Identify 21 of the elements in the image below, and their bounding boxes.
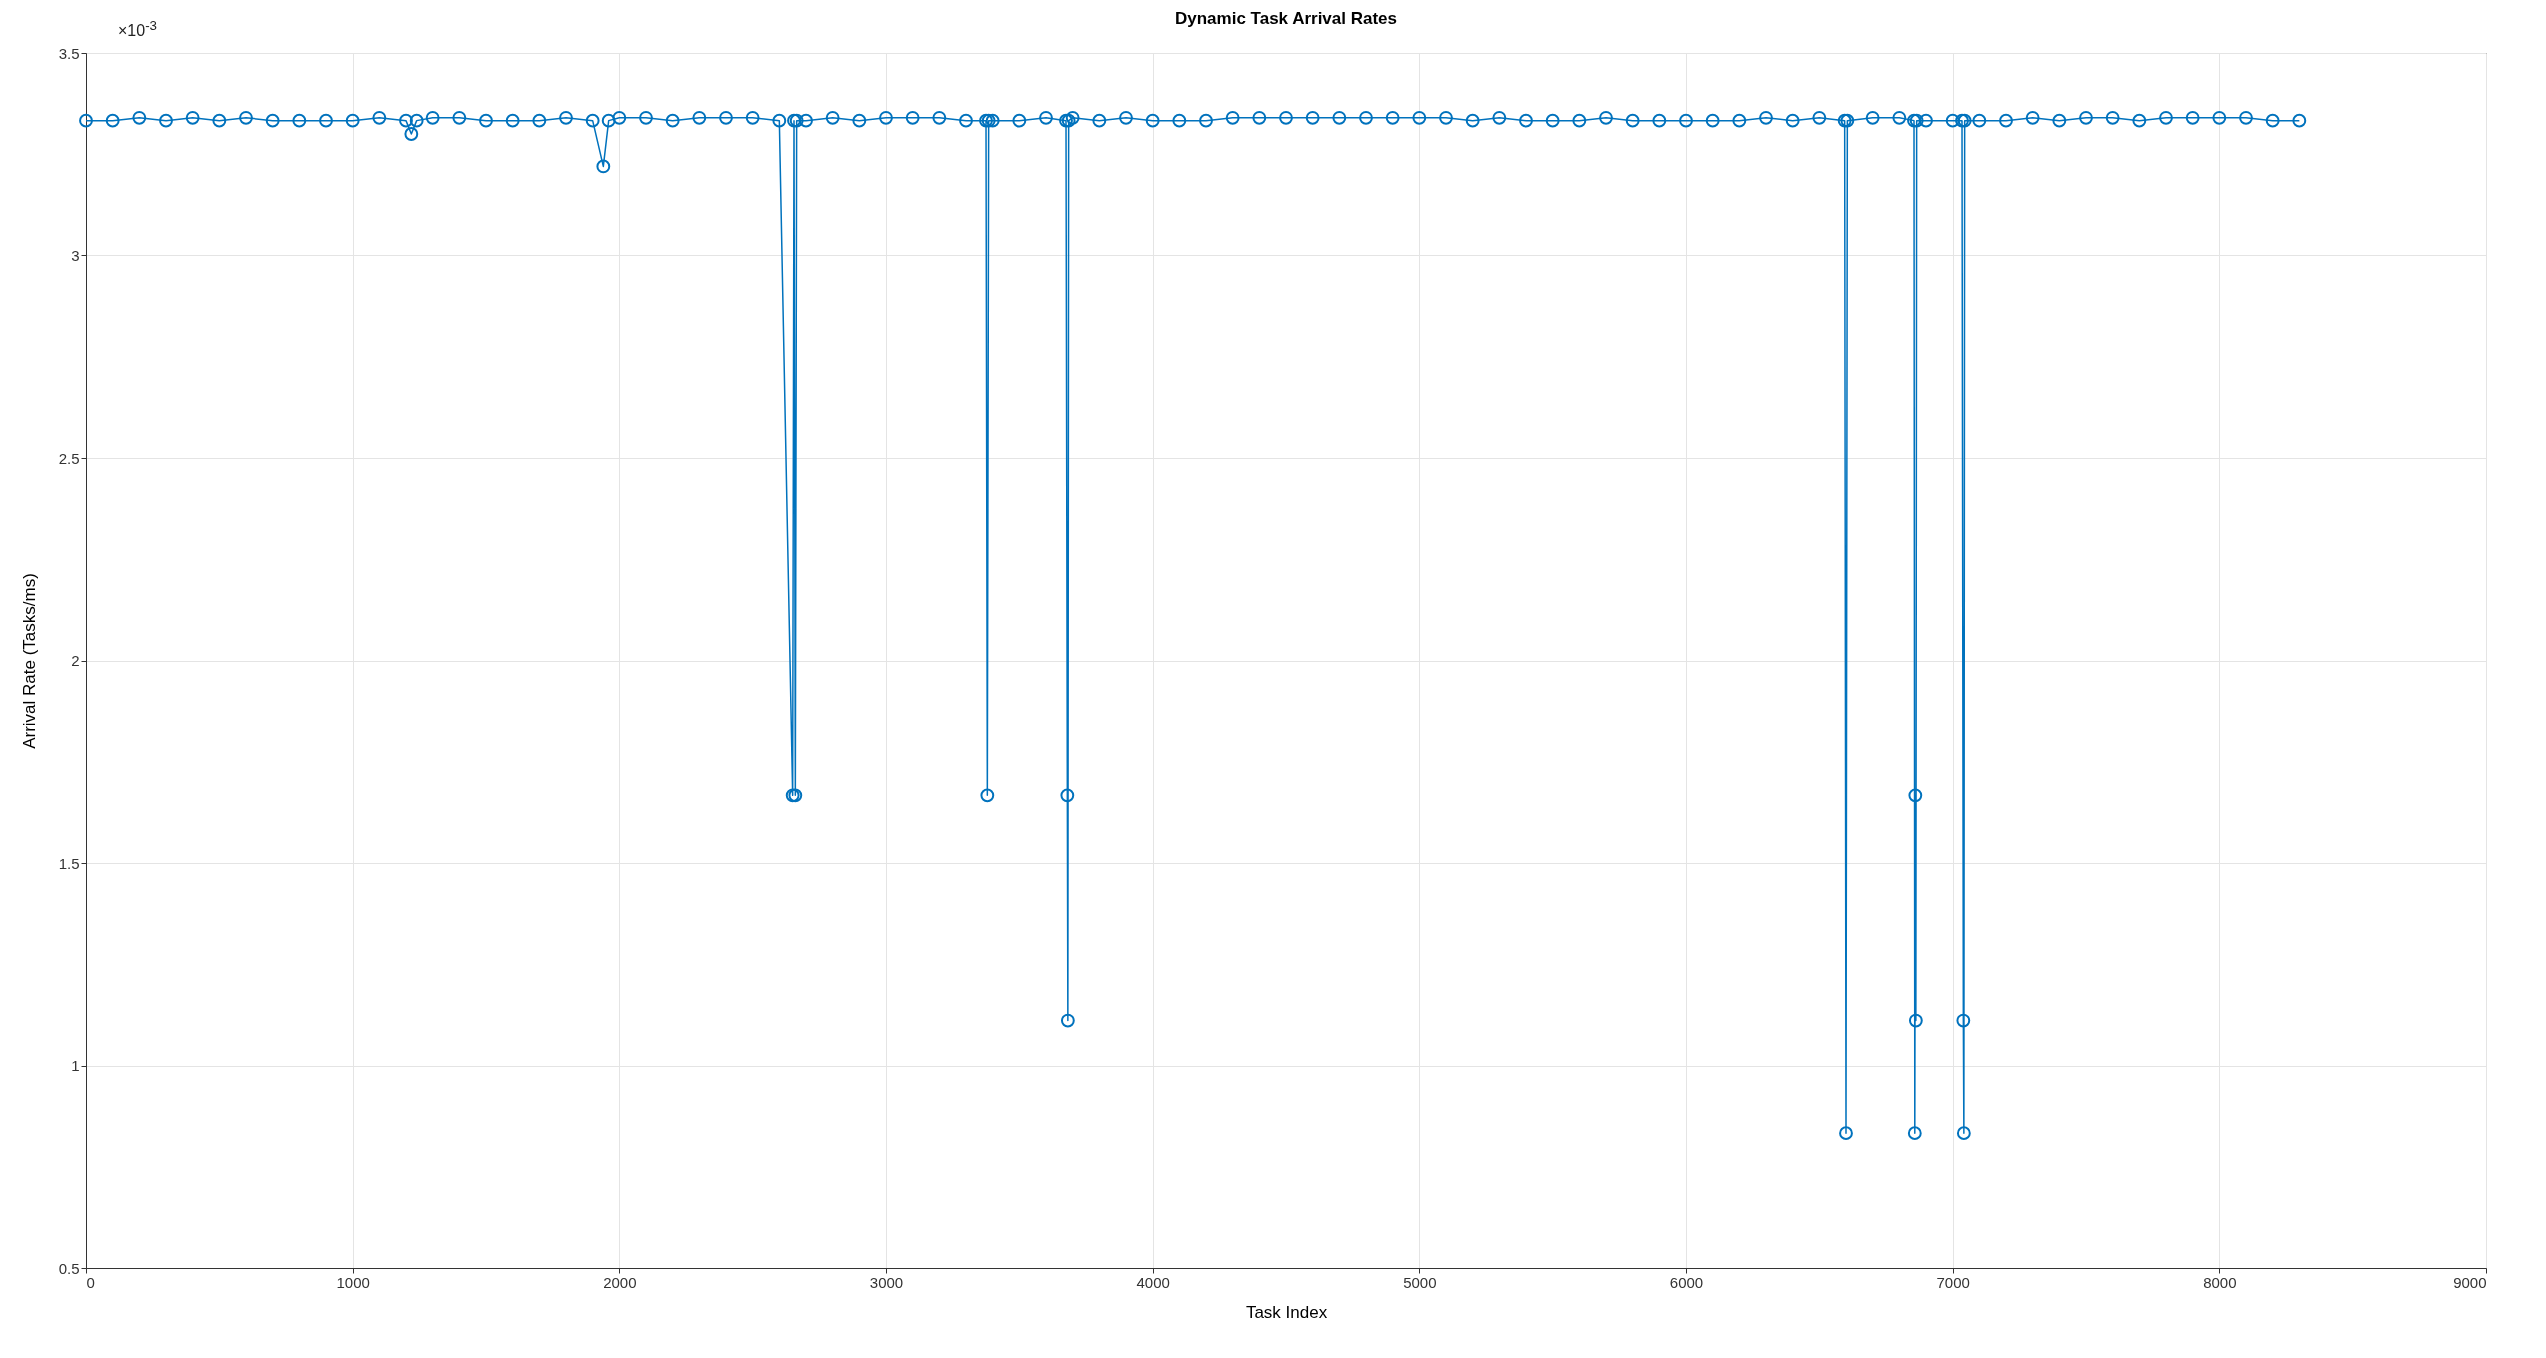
x-tick-label: 7000 (1936, 1273, 1970, 1291)
x-tick-label: 2000 (603, 1273, 637, 1291)
x-tick-label: 4000 (1136, 1273, 1170, 1291)
chart-title: Dynamic Task Arrival Rates (1174, 9, 1398, 28)
x-axis-title: Task Index (1245, 1302, 1328, 1322)
x-tick-label: 8000 (2203, 1273, 2237, 1291)
x-tick-label: 3000 (869, 1273, 904, 1291)
y-tick-label: 2.5 (58, 449, 80, 467)
x-tick-label: 5000 (1403, 1273, 1437, 1291)
y-tick-label: 1 (71, 1057, 80, 1074)
y-tick-label: 3 (71, 247, 80, 264)
x-tick-label: 6000 (1669, 1273, 1704, 1291)
x-tick-label: 9000 (2453, 1273, 2487, 1291)
y-tick-label: 2 (71, 652, 80, 669)
x-tick-label: 0 (86, 1273, 95, 1291)
x-tick-label: 1000 (336, 1273, 370, 1291)
text: ×10$^{-3}$ (118, 18, 157, 41)
y-tick-label: 1.5 (58, 854, 80, 872)
y-tick-label: 3.5 (58, 44, 80, 62)
y-tick-label: 0.5 (58, 1259, 80, 1277)
y-axis-title: Arrival Rate (Tasks/ms) (19, 573, 39, 749)
